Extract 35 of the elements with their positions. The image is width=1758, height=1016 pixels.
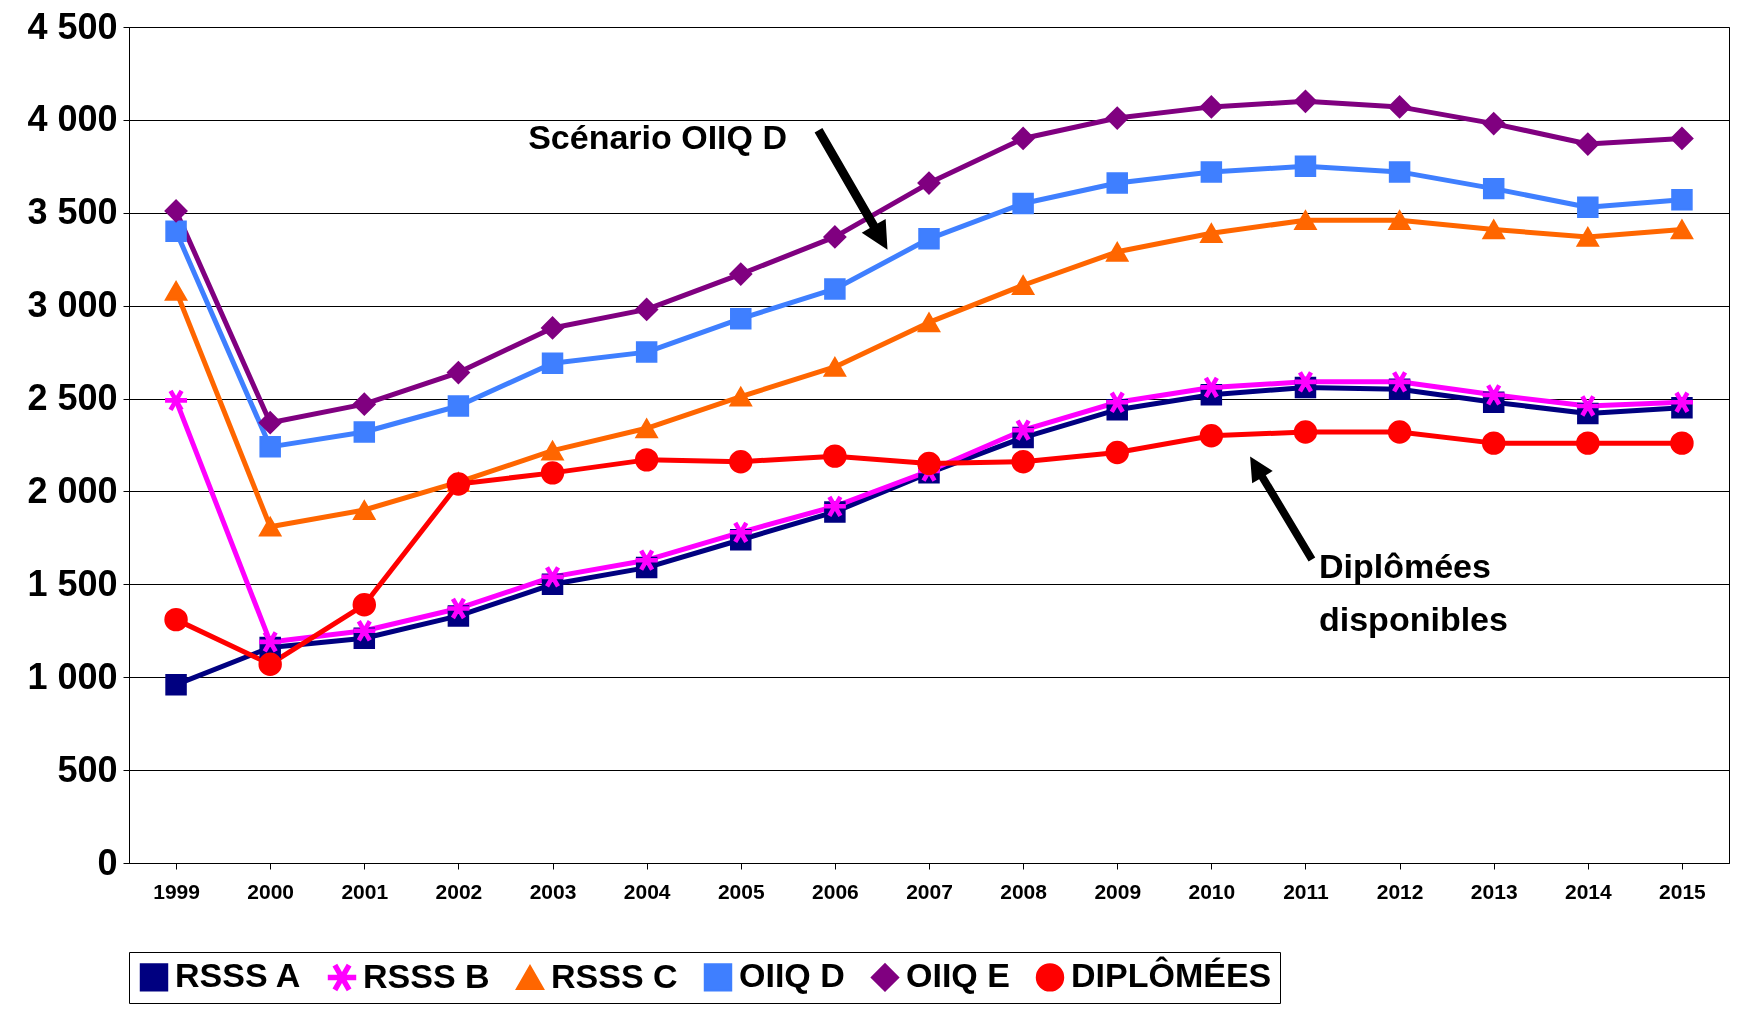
y-tick-label: 0: [97, 841, 118, 883]
legend-label: OIIQ E: [906, 956, 1010, 995]
x-tick-label: 2014: [1564, 879, 1612, 903]
x-tick-label: 2010: [1188, 879, 1236, 903]
legend-label: DIPLÔMÉES: [1071, 956, 1272, 995]
x-tick-label: 2002: [435, 879, 483, 903]
x-tick-label: 2006: [812, 879, 859, 903]
y-tick-label: 3 500: [27, 191, 118, 233]
x-tick-label: 2008: [1000, 879, 1048, 903]
legend-label: RSSS C: [551, 956, 678, 995]
x-tick-label: 2001: [341, 879, 389, 903]
y-tick-label: 500: [57, 748, 118, 790]
y-tick-label: 4 000: [27, 98, 118, 140]
x-tick-label: 2012: [1376, 879, 1424, 903]
x-tick-label: 2005: [717, 879, 765, 903]
x-tick-label: 2009: [1094, 879, 1142, 903]
annotation: Diplômées disponibles: [1319, 547, 1508, 638]
x-tick-label: 2013: [1470, 879, 1518, 903]
y-tick-label: 1 000: [27, 655, 118, 697]
legend-label: RSSS B: [363, 956, 490, 995]
y-tick-label: 3 000: [27, 284, 118, 326]
x-tick-label: 2015: [1659, 879, 1707, 903]
legend-label: OIIQ D: [739, 956, 845, 995]
y-tick-label: 2 000: [27, 469, 118, 511]
annotation: Scénario OIIQ D: [528, 118, 787, 156]
y-tick-label: 2 500: [27, 377, 118, 419]
x-tick-label: 2007: [906, 879, 953, 903]
x-tick-label: 2000: [247, 879, 295, 903]
x-tick-label: 2004: [623, 879, 671, 903]
x-tick-label: 1999: [153, 879, 200, 903]
y-tick-label: 4 500: [27, 5, 118, 47]
legend-label: RSSS A: [175, 956, 301, 995]
x-tick-label: 2003: [529, 879, 577, 903]
y-tick-label: 1 500: [27, 562, 118, 604]
x-tick-label: 2011: [1283, 879, 1330, 903]
